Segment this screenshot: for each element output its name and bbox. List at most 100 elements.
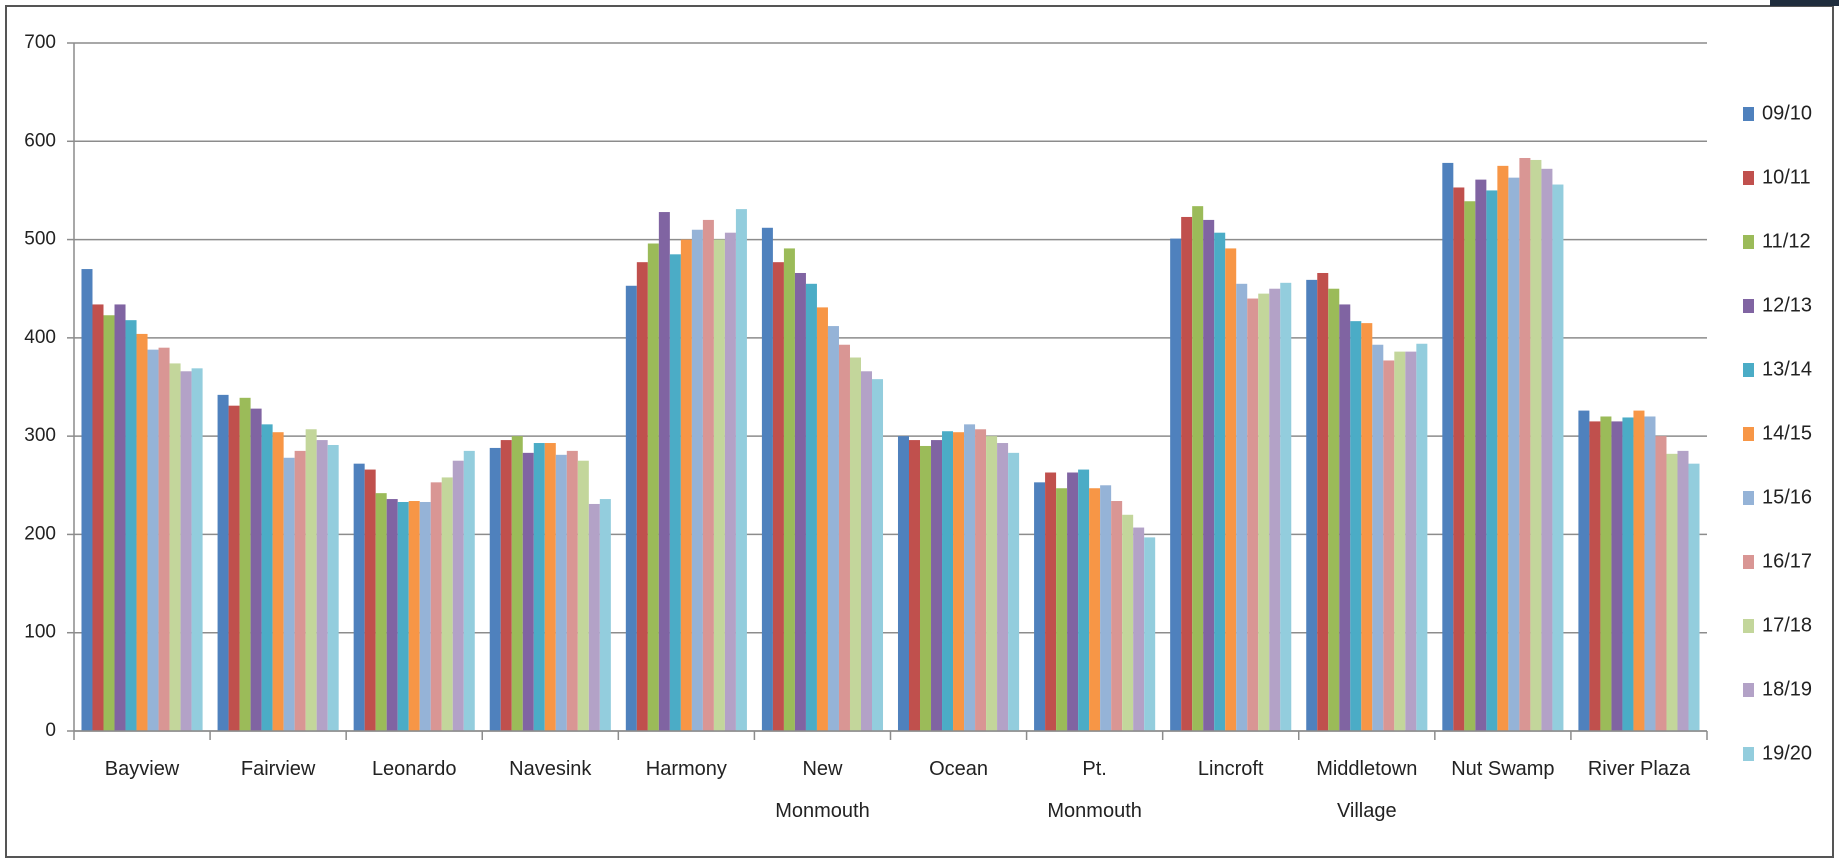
bar — [180, 371, 192, 731]
bar — [1383, 360, 1395, 731]
legend-swatch — [1743, 363, 1754, 377]
bar — [1497, 165, 1509, 731]
legend-label: 12/13 — [1762, 294, 1812, 316]
bar — [522, 452, 534, 731]
bar — [544, 443, 556, 731]
bar — [353, 463, 365, 731]
bar — [1361, 323, 1373, 731]
bar — [702, 219, 714, 731]
x-tick-label: Nut Swamp — [1451, 758, 1555, 780]
bar — [1056, 488, 1068, 731]
bar — [647, 243, 659, 731]
bar — [305, 429, 317, 731]
bar — [1133, 527, 1145, 731]
bar — [1258, 293, 1270, 731]
bar — [1225, 248, 1237, 731]
x-tick-label: Ocean — [929, 758, 988, 780]
bar — [783, 248, 795, 731]
bar — [1644, 416, 1656, 731]
bar — [1247, 298, 1259, 731]
x-tick-label: Lincroft — [1197, 758, 1264, 780]
x-tick-label: Leonardo — [371, 758, 457, 780]
corner-tab — [1770, 0, 1839, 6]
bar — [669, 254, 681, 732]
bar — [283, 457, 295, 731]
legend-label: 19/20 — [1762, 742, 1812, 764]
legend-label: 09/10 — [1762, 102, 1812, 124]
bar — [680, 239, 692, 732]
bar — [724, 232, 736, 732]
bar — [1464, 201, 1476, 732]
bar — [250, 408, 262, 731]
bar — [931, 440, 943, 731]
x-tick-label: Middletown Village — [1316, 758, 1418, 822]
bar — [1067, 472, 1079, 731]
x-tick-label: Harmony — [645, 758, 727, 780]
legend-swatch — [1743, 427, 1754, 441]
bar — [92, 304, 104, 731]
legend-swatch — [1743, 555, 1754, 569]
bar — [713, 239, 725, 732]
bar — [81, 269, 93, 731]
bar — [975, 429, 987, 731]
bar — [920, 445, 932, 731]
bar — [1078, 469, 1090, 731]
bar — [599, 499, 611, 731]
bar — [125, 320, 137, 731]
bar — [1578, 410, 1590, 731]
x-tick-label: Bayview — [104, 758, 180, 780]
bar — [441, 477, 453, 731]
bar — [816, 307, 828, 731]
bar — [1622, 417, 1634, 731]
y-tick-label: 600 — [24, 130, 56, 151]
y-tick-label: 700 — [24, 32, 56, 53]
bar — [1589, 421, 1601, 731]
bar — [386, 499, 398, 731]
bar — [1688, 463, 1700, 731]
bar — [691, 229, 703, 731]
bar — [375, 493, 387, 731]
bar — [1677, 450, 1689, 731]
x-tick-label: Navesink — [509, 758, 592, 780]
bar — [1111, 501, 1123, 731]
bar — [1181, 216, 1193, 732]
bar — [1541, 168, 1553, 731]
bar — [997, 443, 1009, 731]
bar — [1600, 416, 1612, 731]
bar — [625, 285, 637, 731]
bar — [1236, 283, 1248, 731]
chart-frame — [5, 5, 1834, 858]
legend-label: 15/16 — [1762, 486, 1812, 508]
bar — [849, 357, 861, 731]
bar — [1530, 159, 1542, 731]
bar — [735, 209, 747, 732]
bar — [1611, 421, 1623, 731]
legend-label: 13/14 — [1762, 358, 1812, 380]
bar — [1475, 179, 1487, 732]
bar — [566, 450, 578, 731]
bar — [827, 326, 839, 731]
y-tick-label: 400 — [24, 327, 56, 348]
bar — [158, 347, 170, 731]
x-tick-label: Fairview — [240, 758, 316, 780]
bar — [103, 315, 115, 731]
bar — [430, 482, 442, 731]
legend-swatch — [1743, 235, 1754, 249]
bar — [588, 503, 600, 731]
bar — [838, 344, 850, 731]
bar — [1089, 488, 1101, 731]
x-tick-label: Pt. Monmouth — [1047, 758, 1142, 822]
bar — [511, 436, 523, 731]
bar — [1144, 537, 1156, 731]
y-tick-label: 0 — [45, 720, 56, 741]
bar — [452, 460, 464, 731]
bar — [1203, 219, 1215, 731]
bar — [1008, 452, 1020, 731]
legend-label: 17/18 — [1762, 614, 1812, 636]
bar — [1666, 453, 1678, 731]
bar — [794, 272, 806, 731]
bar — [953, 432, 965, 731]
bar — [772, 262, 784, 731]
bar — [658, 212, 670, 732]
